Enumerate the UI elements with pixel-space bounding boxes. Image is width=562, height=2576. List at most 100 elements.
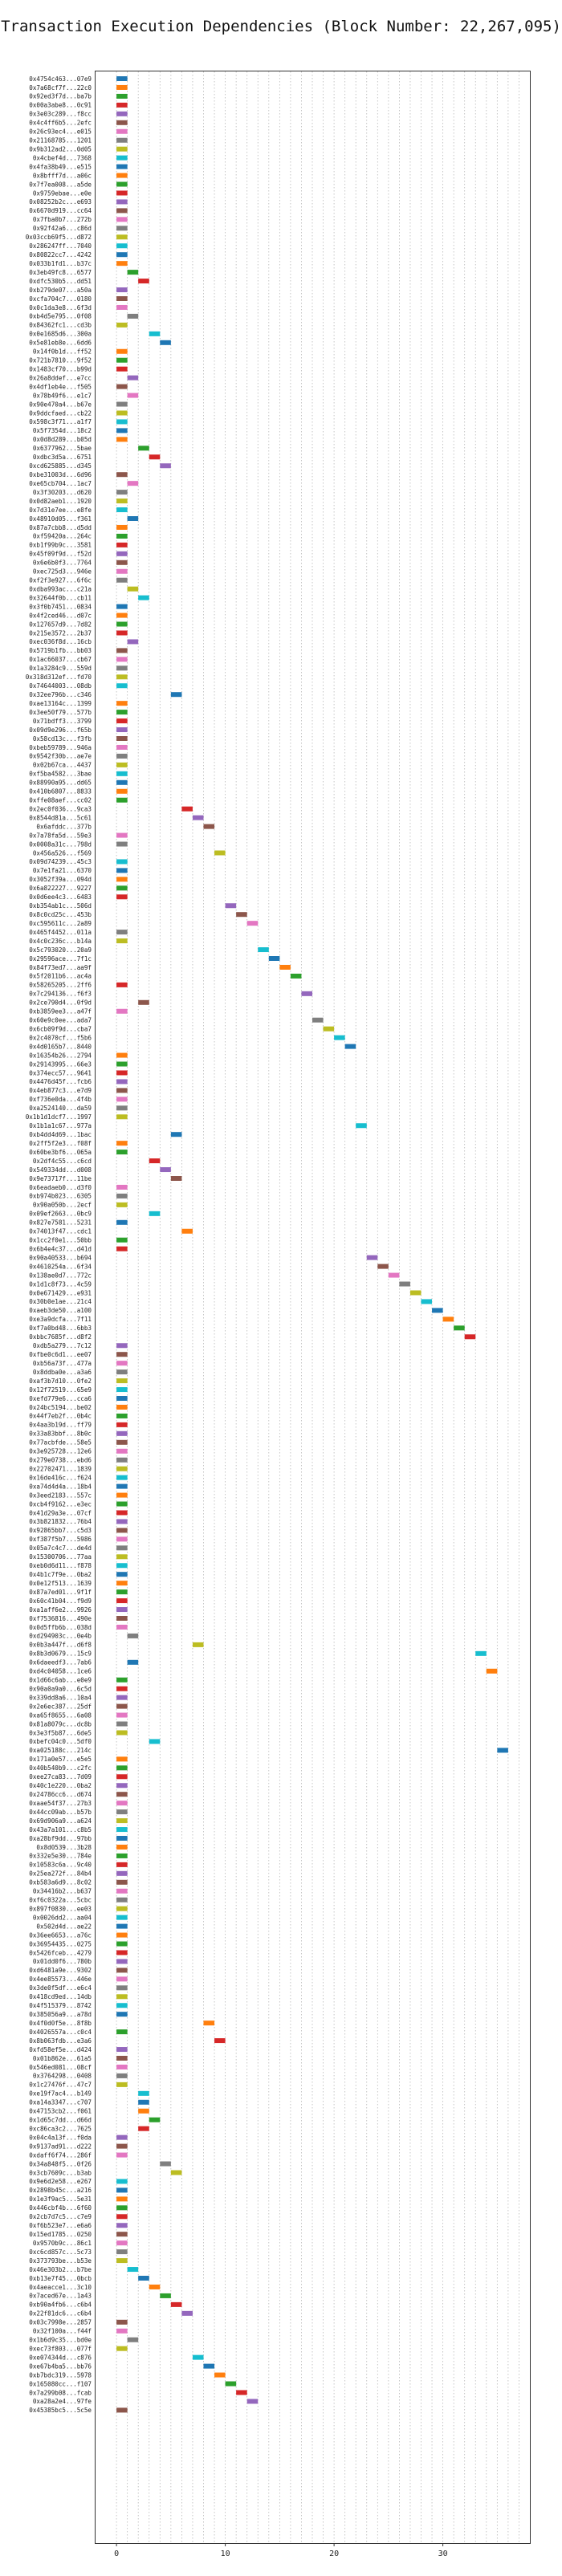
- tx-bar: [116, 788, 128, 794]
- tx-bar: [116, 93, 128, 99]
- tx-label: 0x0e1685d6...300a: [29, 331, 92, 338]
- tx-label: 0xae13164c...1399: [29, 700, 92, 707]
- tx-label: 0x897f0830...ee03: [29, 1905, 92, 1912]
- tx-label: 0xefd779e6...cca6: [29, 1395, 92, 1402]
- tx-bar: [116, 155, 128, 161]
- tx-label: 0x5426fceb...4279: [29, 1949, 92, 1956]
- tx-label: 0xdba993ac...c21a: [29, 585, 92, 592]
- tx-bar: [116, 1563, 128, 1569]
- tx-label: 0xa28bf9dd...97bb: [29, 1835, 92, 1842]
- tx-bar: [116, 1483, 128, 1489]
- tx-bar: [116, 2223, 128, 2228]
- tx-label: 0x3ee50f79...577b: [29, 709, 92, 716]
- tx-bar: [409, 1290, 422, 1296]
- tx-bar: [116, 84, 128, 90]
- tx-bar: [116, 1950, 128, 1955]
- tx-bar: [356, 1123, 367, 1129]
- tx-label: 0x32644f0b...cb11: [29, 594, 92, 601]
- tx-label: 0x30b0e1ae...21c4: [29, 1298, 92, 1305]
- tx-bar: [127, 313, 139, 319]
- tx-label: 0x1cc2f0e1...50bb: [29, 1237, 92, 1244]
- tx-label: 0x2e6ec387...25df: [29, 1703, 92, 1710]
- tx-label: 0x87a7cbb8...d5dd: [29, 524, 92, 531]
- tx-bar: [486, 1668, 498, 1674]
- tx-label: 0xb13e7f45...0bcb: [29, 2275, 92, 2282]
- tx-label: 0x4eb877c3...e7d9: [29, 1087, 92, 1094]
- tx-label: 0xd4c04058...1ce6: [29, 1668, 92, 1675]
- tx-bar: [160, 1167, 171, 1173]
- tx-bar: [116, 1404, 128, 1410]
- tx-label: 0x318d312ef...fd70: [26, 674, 92, 681]
- tx-bar: [214, 2372, 226, 2378]
- tx-label: 0x3f30203...d620: [33, 489, 92, 496]
- tx-label: 0x1d66c6ab...e0e9: [29, 1677, 92, 1684]
- tx-bar: [149, 1739, 161, 1744]
- tx-label: 0x43a7a101...c8b5: [29, 1826, 92, 1833]
- tx-bar: [116, 507, 128, 513]
- tx-label: 0x332e5e30...784e: [29, 1853, 92, 1860]
- tx-bar: [116, 261, 128, 267]
- tx-label: 0x29596ace...7f1c: [29, 955, 92, 962]
- tx-label: 0x09ef2663...0bc9: [29, 1211, 92, 1218]
- tx-bar: [116, 2012, 128, 2017]
- tx-bar: [116, 621, 128, 627]
- tx-label: 0x9570b9c...86c1: [33, 2240, 92, 2247]
- plot-frame: [95, 71, 531, 2544]
- tx-label: 0x8d0539...3b28: [36, 1844, 92, 1851]
- tx-bar: [268, 956, 280, 961]
- tx-bar: [116, 1501, 128, 1507]
- tx-label: 0x7fba0b7...272b: [33, 216, 92, 223]
- tx-label: 0xbefc04c0...5df0: [29, 1738, 92, 1745]
- tx-label: 0x90e470a4...b67e: [29, 401, 92, 408]
- tx-label: 0x0d8d289...b05d: [33, 436, 92, 443]
- tx-label: 0x9542f30b...ae7e: [29, 753, 92, 760]
- tx-label: 0x3764298...0408: [33, 2073, 92, 2080]
- tx-label: 0xb3859ee3...a47f: [29, 1008, 92, 1015]
- tx-bar: [116, 1598, 128, 1604]
- tx-bar: [214, 2038, 226, 2044]
- tx-bar: [203, 2363, 215, 2369]
- tx-bar: [116, 524, 128, 530]
- tx-bar: [116, 1343, 128, 1349]
- tx-bar: [116, 490, 128, 495]
- x-tick-label: 20: [329, 2550, 339, 2558]
- tx-bar: [116, 1150, 128, 1155]
- tx-bar: [116, 1052, 128, 1058]
- tx-label: 0x09d74239...45c3: [29, 858, 92, 865]
- tx-label: 0x4cbef4d...7368: [33, 154, 92, 161]
- tx-label: 0x4fa38b49...e515: [29, 163, 92, 170]
- tx-label: 0x4026557a...c0c4: [29, 2029, 92, 2036]
- tx-bar: [160, 463, 171, 469]
- tx-bar: [181, 1228, 193, 1234]
- tx-bar: [214, 850, 226, 856]
- tx-bar: [116, 2196, 128, 2202]
- tx-bar: [116, 243, 128, 249]
- tx-label: 0xb56a73f...477a: [33, 1360, 92, 1367]
- tx-label: 0xb1f99b9c...3581: [29, 542, 92, 549]
- tx-label: 0xf387f5b7...5986: [29, 1536, 92, 1543]
- tx-bar: [116, 1730, 128, 1736]
- tx-bar: [116, 894, 128, 900]
- tx-label: 0x90a050b...2ecf: [33, 1202, 92, 1209]
- tx-label: 0xbeb59789...946a: [29, 744, 92, 751]
- tx-label: 0x7f7ea008...a5de: [29, 181, 92, 188]
- tx-label: 0x1e3f9ac5...5e31: [29, 2196, 92, 2203]
- tx-bar: [127, 639, 139, 645]
- tx-bar: [116, 1607, 128, 1613]
- tx-bar: [116, 1792, 128, 1797]
- tx-label: 0x7d31e7ee...e8fe: [29, 507, 92, 514]
- tx-label: 0x138ae0d7...772c: [29, 1272, 92, 1279]
- tx-label: 0x9e73717f...11be: [29, 1175, 92, 1182]
- tx-label: 0x3eb49fc8...6577: [29, 269, 92, 276]
- tx-label: 0x10583c6a...9c40: [29, 1862, 92, 1869]
- tx-label: 0x5f7354d...18c2: [33, 427, 92, 434]
- tx-bar: [149, 331, 161, 336]
- tx-bar: [116, 683, 128, 689]
- tx-bar: [116, 736, 128, 741]
- tx-label: 0x171a0e57...e5e5: [29, 1756, 92, 1763]
- tx-bar: [236, 2390, 247, 2395]
- tx-label: 0x598c3f71...a1f7: [29, 418, 92, 425]
- tx-bar: [116, 604, 128, 609]
- tx-label: 0xffe08aef...cc02: [29, 797, 92, 804]
